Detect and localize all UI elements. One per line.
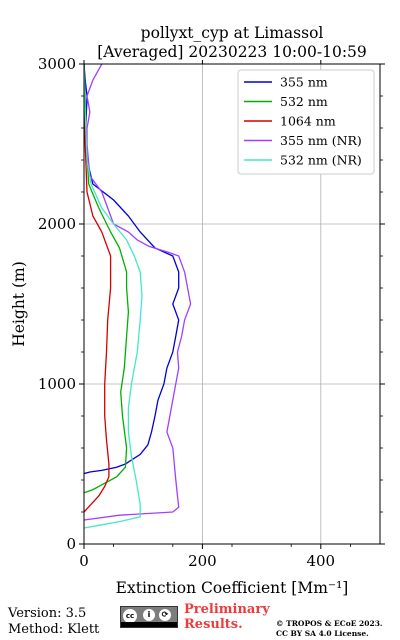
chart: 0 200 400 0 1000 2000 3000 pollyxt_cyp at Limas…: [10, 24, 385, 597]
preliminary-results-note: Preliminary Results.: [184, 602, 270, 632]
y-tick-label: 3000: [38, 55, 76, 73]
legend-label-2: 1064 nm: [280, 114, 336, 129]
chart-subtitle: [Averaged] 20230223 10:00-10:59: [97, 43, 367, 61]
license-line-2: CC BY SA 4.0 License.: [276, 629, 369, 638]
series-line-4: [84, 64, 143, 529]
y-axis-label: Height (m): [10, 261, 28, 347]
series-line-1: [84, 64, 130, 494]
chart-title: pollyxt_cyp at Limassol: [141, 24, 324, 42]
preliminary-line-2: Results.: [184, 617, 243, 632]
license-line-1: © TROPOS & ECoE 2023.: [276, 619, 383, 628]
x-tick-label: 200: [188, 552, 217, 570]
legend-box: [237, 69, 375, 175]
series-line-2: [84, 64, 112, 513]
y-tick-label: 2000: [38, 215, 76, 233]
x-axis-label: Extinction Coefficient [Mm⁻¹]: [116, 579, 349, 597]
cc-by-sa-badge: cc i ⟳: [120, 606, 178, 628]
legend-label-1: 532 nm: [280, 94, 328, 109]
legend-label-4: 532 nm (NR): [280, 153, 362, 168]
y-tick-label: 1000: [38, 375, 76, 393]
x-tick-label: 400: [306, 552, 335, 570]
legend-label-3: 355 nm (NR): [280, 133, 362, 148]
method-label: Method: Klett: [8, 622, 100, 637]
by-icon: i: [143, 609, 155, 621]
series-line-0: [84, 64, 180, 475]
x-tick-label: 0: [79, 552, 89, 570]
legend-label-0: 355 nm: [280, 75, 328, 90]
license-note: © TROPOS & ECoE 2023. CC BY SA 4.0 Licen…: [276, 619, 383, 639]
version-label: Version: 3.5: [8, 606, 87, 621]
cc-icon: cc: [123, 609, 137, 623]
badge-strip: [121, 622, 177, 627]
preliminary-line-1: Preliminary: [184, 602, 270, 617]
y-tick-label: 0: [66, 535, 76, 553]
sa-icon: ⟳: [159, 609, 171, 621]
series-line-3: [84, 64, 192, 521]
